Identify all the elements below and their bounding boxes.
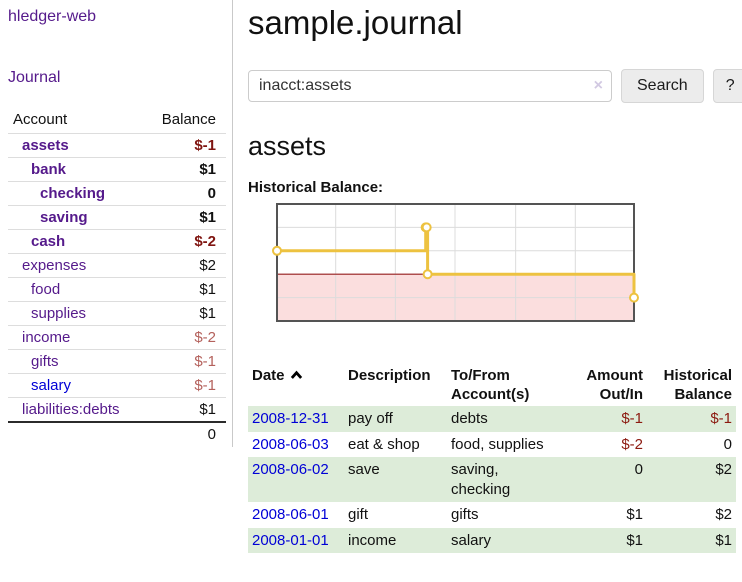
transaction-row: 2008-06-01 gift gifts $1 $2 [248,502,736,528]
clear-search-icon[interactable]: × [593,76,603,94]
transaction-description: save [348,461,380,479]
sidebar-account-link[interactable]: checking [40,185,106,202]
transaction-amount: $1 [626,531,643,549]
column-header-date[interactable]: Date [248,364,344,406]
account-heading: assets [248,130,327,161]
sidebar-account-link[interactable]: income [22,329,71,346]
main-content: sample.journal × Search ? assets Histori… [233,0,742,554]
column-header-amount: Amount Out/In [586,366,643,404]
account-row: expenses $2 [8,253,226,278]
transaction-amount: 0 [634,461,643,479]
transactions-table: Date Description To/From Account(s) Amou… [248,364,736,554]
transaction-amount: $1 [626,506,643,524]
sort-ascending-icon [290,370,302,379]
account-row: gifts $-1 [8,349,226,374]
sidebar: hledger-web Journal Account Balance asse… [0,0,233,447]
transaction-description: income [348,531,397,549]
transaction-description: gift [348,506,369,524]
column-header-balance: Historical Balance [663,366,732,404]
sidebar-account-link[interactable]: supplies [31,305,87,322]
transaction-accounts: debts [451,410,488,428]
transaction-balance: $1 [715,531,732,549]
transaction-row: 2008-12-31 pay off debts $-1 $-1 [248,406,736,432]
accounts-table: Account Balance assets $-1 bank $1 check… [8,108,226,446]
account-row: bank $1 [8,157,226,182]
help-button[interactable]: ? [712,68,742,103]
account-row: assets $-1 [8,133,226,158]
account-balance: $-2 [194,329,216,346]
historical-balance-chart [272,202,639,322]
account-row: supplies $1 [8,301,226,326]
transaction-row: 2008-06-02 save saving, checking 0 $2 [248,457,736,503]
chart-title: Historical Balance: [248,178,384,196]
transaction-accounts: saving, checking [451,461,511,498]
data-point-marker [422,269,433,280]
column-header-accounts: To/From Account(s) [451,366,530,404]
page-title: sample.journal [248,4,463,41]
account-row: checking 0 [8,181,226,206]
transaction-balance: 0 [723,435,732,453]
account-balance: $2 [199,257,216,274]
account-balance: $-1 [194,353,216,370]
account-balance: $1 [199,401,216,418]
account-row: salary $-1 [8,373,226,398]
app: hledger-web Journal Account Balance asse… [0,0,742,554]
transaction-date-link[interactable]: 2008-12-31 [252,410,329,428]
account-balance: $1 [199,305,216,322]
account-balance: $-1 [194,137,216,154]
sidebar-account-link[interactable]: salary [31,377,72,394]
sidebar-account-link[interactable]: liabilities:debts [22,401,120,418]
data-point-marker [629,292,639,303]
search-bar: × Search ? [248,68,742,103]
transaction-balance: $-1 [710,410,732,428]
transaction-balance: $2 [715,461,732,479]
sidebar-account-link[interactable]: cash [31,233,66,250]
accounts-total-row: 0 [8,422,226,446]
account-balance: $-2 [194,233,216,250]
brand-link[interactable]: hledger-web [8,8,97,25]
accounts-header-balance: Balance [161,111,216,128]
transaction-amount: $-2 [621,435,643,453]
transaction-balance: $2 [715,506,732,524]
sidebar-account-link[interactable]: food [31,281,61,298]
sidebar-account-link[interactable]: expenses [22,257,87,274]
account-row: saving $1 [8,205,226,230]
account-row: liabilities:debts $1 [8,397,226,423]
transaction-date-link[interactable]: 2008-06-02 [252,461,329,479]
sidebar-account-link[interactable]: gifts [31,353,59,370]
account-balance: $-1 [194,377,216,394]
transaction-description: pay off [348,410,393,428]
sidebar-account-link[interactable]: assets [22,137,69,154]
transaction-date-link[interactable]: 2008-06-03 [252,435,329,453]
search-input-wrap: × [248,69,612,102]
sidebar-account-link[interactable]: bank [31,161,67,178]
data-point-marker [421,222,432,233]
account-row: food $1 [8,277,226,302]
transaction-row: 2008-06-03 eat & shop food, supplies $-2… [248,432,736,458]
column-header-description: Description [348,366,431,384]
transaction-date-link[interactable]: 2008-01-01 [252,531,329,549]
transaction-accounts: salary [451,531,492,549]
transaction-accounts: gifts [451,506,479,524]
transaction-row: 2008-01-01 income salary $1 $1 [248,527,736,554]
account-row: income $-2 [8,325,226,350]
account-balance: $1 [199,161,216,178]
accounts-total-balance: 0 [207,426,216,443]
transaction-description: eat & shop [348,435,420,453]
account-balance: $1 [199,281,216,298]
search-button[interactable]: Search [621,68,704,103]
accounts-header-account: Account [13,111,68,128]
account-balance: 0 [207,185,216,202]
search-input[interactable] [248,69,612,102]
transaction-date-link[interactable]: 2008-06-01 [252,506,329,524]
transaction-accounts: food, supplies [451,435,544,453]
transaction-amount: $-1 [621,410,643,428]
sidebar-item-journal[interactable]: Journal [8,69,61,86]
account-row: cash $-2 [8,229,226,254]
sidebar-account-link[interactable]: saving [40,209,88,226]
data-point-marker [272,245,282,256]
account-balance: $1 [199,209,216,226]
